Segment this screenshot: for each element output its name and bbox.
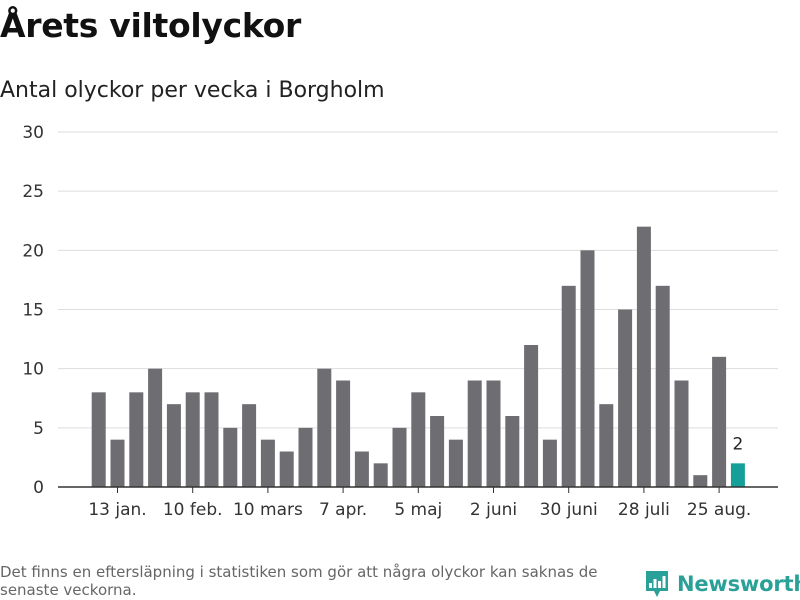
- bar: [242, 404, 257, 487]
- bar: [712, 356, 727, 487]
- brand-name: Newsworthy: [677, 572, 800, 596]
- data-label: 2: [732, 434, 743, 454]
- bar: [542, 439, 557, 487]
- x-tick-label: 5 maj: [394, 500, 442, 520]
- bar: [467, 380, 482, 487]
- bar: [260, 439, 275, 487]
- bar: [204, 392, 219, 487]
- y-tick-label: 30: [22, 123, 44, 143]
- x-tick-label: 2 juni: [470, 500, 517, 520]
- x-tick-label: 10 mars: [233, 500, 303, 520]
- bar: [129, 392, 144, 487]
- bar: [505, 416, 520, 487]
- y-tick-label: 25: [22, 182, 44, 202]
- x-tick-label: 25 aug.: [687, 500, 751, 520]
- chart-title: Årets viltolyckor: [0, 6, 301, 45]
- bar: [110, 439, 125, 487]
- brand-logo[interactable]: Newsworthy: [644, 568, 800, 600]
- bar: [298, 427, 313, 487]
- bar: [448, 439, 463, 487]
- bar: [91, 392, 106, 487]
- bar: [524, 345, 539, 487]
- footnote: Det finns en eftersläpning i statistiken…: [0, 563, 598, 599]
- bar: [599, 404, 614, 487]
- bar: [486, 380, 501, 487]
- bar: [317, 368, 332, 487]
- bar: [166, 404, 181, 487]
- bar: [336, 380, 351, 487]
- x-tick-label: 30 juni: [540, 500, 598, 520]
- newsworthy-logo-icon: [646, 571, 668, 597]
- bar: [411, 392, 426, 487]
- bar: [430, 416, 445, 487]
- bars: [91, 226, 745, 487]
- bar-highlight: [730, 463, 745, 487]
- bar: [373, 463, 388, 487]
- y-tick-label: 15: [22, 301, 44, 321]
- bar: [674, 380, 689, 487]
- y-tick-label: 0: [33, 478, 44, 498]
- bar-chart: 0 5 10 15 20 25 30 2 13 jan. 10 feb. 10 mars 7 apr.…: [22, 123, 778, 520]
- bar: [561, 285, 576, 487]
- gridlines: [58, 131, 778, 429]
- y-tick-label: 20: [22, 241, 44, 261]
- x-tick-label: 7 apr.: [319, 500, 367, 520]
- bar: [618, 309, 633, 487]
- bar: [279, 451, 294, 487]
- bar: [148, 368, 163, 487]
- chart-subtitle: Antal olyckor per vecka i Borgholm: [0, 78, 385, 103]
- bar: [693, 475, 708, 487]
- y-tick-label: 5: [33, 419, 44, 439]
- y-tick-label: 10: [22, 360, 44, 380]
- bar: [580, 250, 595, 487]
- axis-labels: 0 5 10 15 20 25 30 2 13 jan. 10 feb. 10 mars 7 apr.…: [22, 123, 751, 520]
- x-tick-label: 10 feb.: [163, 500, 223, 520]
- x-tick-label: 13 jan.: [88, 500, 146, 520]
- x-tick-label: 28 juli: [618, 500, 670, 520]
- bar: [636, 226, 651, 487]
- x-axis: [58, 486, 778, 493]
- bar: [223, 427, 238, 487]
- bar: [354, 451, 369, 487]
- bar: [185, 392, 200, 487]
- bar: [392, 427, 407, 487]
- bar: [655, 285, 670, 487]
